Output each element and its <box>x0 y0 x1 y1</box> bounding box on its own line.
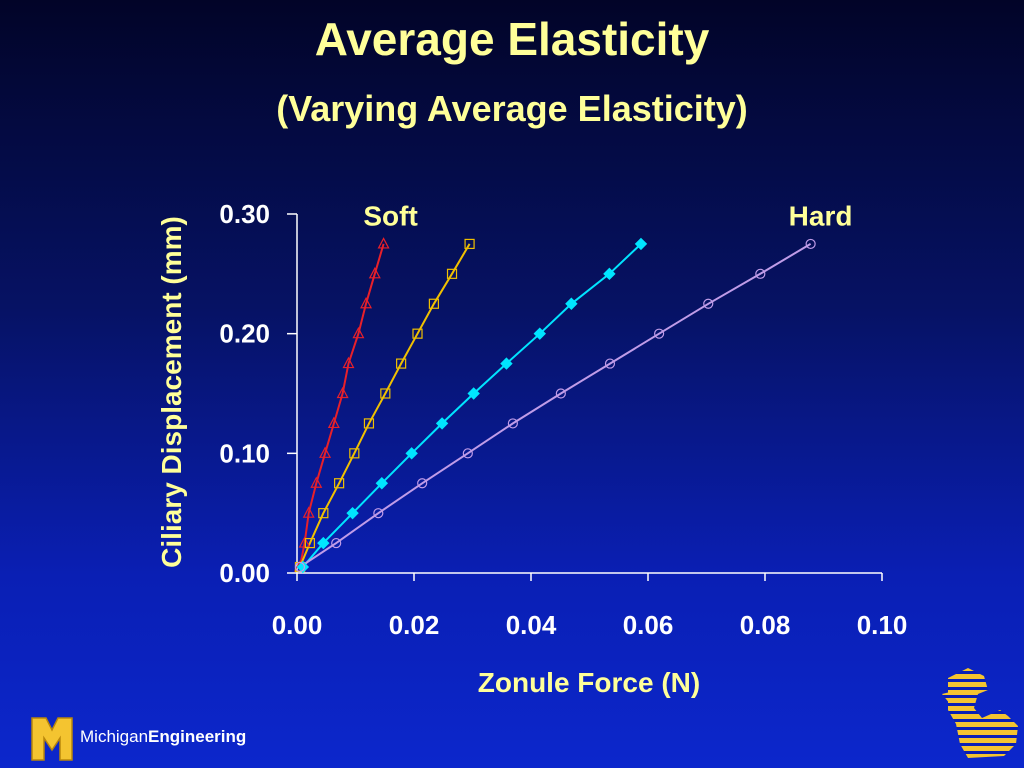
data-point-diamond <box>500 357 513 370</box>
chart-annotation: Soft <box>363 200 417 231</box>
logo-stripe <box>942 682 1018 687</box>
data-point-square <box>304 537 315 549</box>
data-point-triangle <box>336 386 349 399</box>
chart-axes <box>287 213 883 581</box>
x-tick-label: 0.02 <box>389 610 440 640</box>
y-tick-label: 0.30 <box>219 199 270 229</box>
data-point-square <box>428 298 439 309</box>
data-point-circle <box>805 238 816 250</box>
data-point-triangle <box>327 416 340 429</box>
series-line <box>299 243 812 568</box>
x-tick-label: 0.06 <box>623 610 674 640</box>
logo-stripe <box>942 722 1018 727</box>
footer-brand: MichiganEngineering <box>80 727 246 747</box>
data-point-square <box>464 238 475 250</box>
logo-stripe <box>942 690 1018 695</box>
x-tick-label: 0.04 <box>506 610 557 640</box>
data-point-circle <box>654 328 665 339</box>
data-point-square <box>446 268 458 279</box>
data-point-square <box>363 418 375 429</box>
logo-stripe <box>942 714 1018 719</box>
logo-stripe <box>942 668 1018 671</box>
logo-stripe <box>942 706 1018 711</box>
michigan-m-logo <box>31 717 73 761</box>
data-point-circle <box>294 561 306 573</box>
y-tick-label: 0.20 <box>219 319 270 349</box>
chart-labels: 0.00 0.02 0.04 0.06 0.08 0.10 0.00 0.10 0.20 0.30… <box>156 199 907 698</box>
data-point-diamond <box>565 297 578 310</box>
chart-annotation: Hard <box>789 200 853 231</box>
data-point-circle <box>507 418 518 429</box>
state-logo-stripes <box>942 668 1018 758</box>
data-point-circle <box>417 478 428 489</box>
data-point-circle <box>462 448 473 459</box>
data-point-square <box>349 448 360 459</box>
data-point-diamond <box>346 506 359 520</box>
data-point-circle <box>331 537 342 549</box>
chart-series-lines <box>298 243 812 568</box>
slide-title: Average Elasticity <box>314 13 710 65</box>
data-point-triangle <box>368 267 381 279</box>
data-point-square <box>334 478 345 489</box>
data-point-diamond <box>533 327 546 340</box>
data-point-square <box>380 388 391 399</box>
data-point-triangle <box>298 536 311 548</box>
m-logo-shape <box>31 717 73 761</box>
data-point-diamond <box>296 560 310 574</box>
data-point-triangle <box>360 296 373 309</box>
logo-stripe <box>942 754 1018 758</box>
data-point-square <box>396 358 407 369</box>
data-point-circle <box>604 358 616 369</box>
data-point-diamond <box>467 387 480 400</box>
logo-stripe <box>942 738 1018 743</box>
chart-series-markers <box>293 237 816 574</box>
data-point-diamond <box>317 536 330 550</box>
data-point-diamond <box>603 267 616 281</box>
y-tick-label: 0.10 <box>219 438 270 468</box>
data-point-circle <box>755 268 766 279</box>
data-point-triangle <box>377 237 390 249</box>
data-point-square <box>318 508 329 519</box>
data-point-circle <box>555 388 566 399</box>
x-tick-label: 0.10 <box>857 610 908 640</box>
data-point-triangle <box>352 326 365 339</box>
y-tick-label: 0.00 <box>219 558 270 588</box>
data-point-circle <box>703 298 714 309</box>
x-axis-label: Zonule Force (N) <box>478 667 700 698</box>
data-point-diamond <box>405 447 418 460</box>
logo-stripe <box>942 730 1018 735</box>
data-point-square <box>412 328 423 339</box>
series-line <box>298 243 471 568</box>
logo-stripe <box>942 746 1018 751</box>
data-point-diamond <box>375 477 389 490</box>
series-line <box>302 243 642 568</box>
data-point-triangle <box>302 506 315 518</box>
x-tick-label: 0.00 <box>272 610 323 640</box>
data-point-diamond <box>634 237 648 251</box>
michigan-state-logo <box>942 668 1018 758</box>
logo-stripe <box>942 698 1018 703</box>
slide-subtitle: (Varying Average Elasticity) <box>276 88 748 129</box>
x-tick-label: 0.08 <box>740 610 791 640</box>
data-point-diamond <box>435 417 449 430</box>
logo-stripe <box>942 674 1018 679</box>
data-point-triangle <box>310 476 323 488</box>
data-point-circle <box>373 508 384 519</box>
y-axis-label: Ciliary Displacement (mm) <box>156 216 187 568</box>
series-line <box>298 243 385 568</box>
footer-brand-bold: Engineering <box>148 727 247 746</box>
data-point-triangle <box>342 356 355 369</box>
footer-brand-regular: Michigan <box>80 727 149 746</box>
data-point-triangle <box>319 446 332 458</box>
